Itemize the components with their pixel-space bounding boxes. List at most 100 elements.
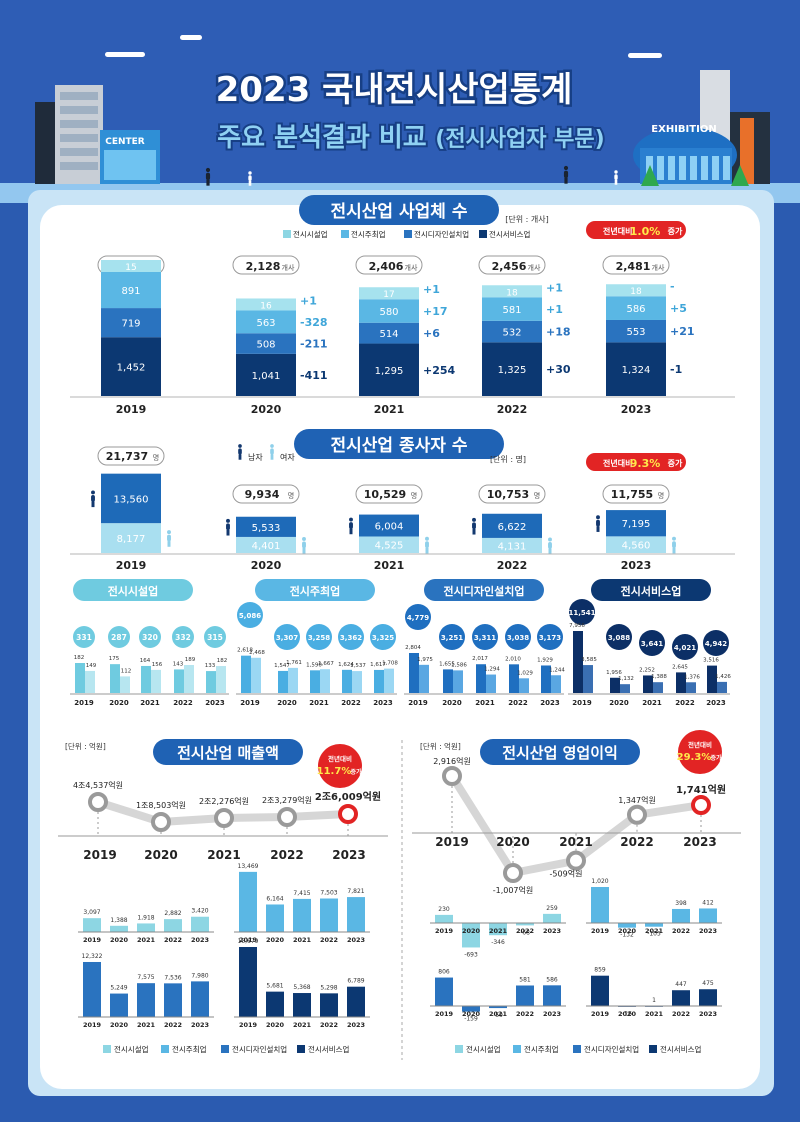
- male-icon-legs: [472, 528, 476, 535]
- sector-bubble: [439, 624, 465, 650]
- sales-facility-bar: [137, 923, 155, 932]
- profit-service-bar: [672, 990, 690, 1006]
- male-icon-body: [91, 494, 95, 502]
- legend-female: 여자: [280, 452, 295, 462]
- bar-label: 17: [383, 290, 394, 300]
- legend-label: 전시시설업: [293, 229, 328, 239]
- stack-bar: [606, 284, 666, 297]
- badge-post: 증가: [710, 754, 722, 762]
- legend-male: 남자: [248, 453, 263, 462]
- male-value: 1,547: [274, 663, 290, 669]
- year-label: 2020: [251, 403, 282, 416]
- profit-organizer-value: 1,020: [591, 878, 608, 885]
- profit-facility-value: -346: [491, 939, 505, 946]
- sector-bubble: [537, 624, 563, 650]
- point-label: 2조2,276억원: [199, 796, 249, 806]
- legend-male-icon-head: [238, 444, 242, 448]
- female-icon: [672, 536, 676, 554]
- male-icon-head: [226, 518, 230, 523]
- profit-design-value: -59: [493, 1012, 503, 1019]
- sales-design-value: 7,980: [191, 972, 208, 979]
- sector-bubble-value: 3,307: [276, 634, 298, 642]
- window: [668, 156, 675, 180]
- change-label: +5: [670, 302, 687, 315]
- male-bar: [643, 675, 653, 693]
- sales-design-bar: [110, 993, 128, 1017]
- legend-swatch: [573, 1045, 581, 1053]
- profit-organizer-value: -105: [647, 931, 661, 938]
- male-value: 2,645: [672, 664, 688, 670]
- male-bar: [141, 665, 151, 693]
- stack-bar: [359, 287, 419, 300]
- sales-design-value: 5,249: [110, 985, 127, 992]
- year-label: 2021: [309, 699, 329, 707]
- female-value: 1,708: [382, 661, 398, 667]
- growth-badge: [586, 453, 686, 471]
- total-value: 2,128: [246, 260, 281, 273]
- sector-bubble-value: 5,086: [239, 612, 261, 620]
- female-bar: [120, 676, 130, 693]
- sector-bubble-value: 287: [111, 633, 127, 642]
- year-label: 2022: [672, 927, 690, 935]
- female-label: 8,177: [117, 534, 146, 545]
- sales-service-bar: [239, 947, 257, 1017]
- female-icon: [548, 537, 552, 555]
- year-label: 2021: [137, 1021, 156, 1029]
- sales-facility-bar: [110, 925, 128, 932]
- sales-organizer-value: 6,164: [266, 895, 283, 902]
- sales-organizer-value: 7,503: [320, 890, 337, 897]
- section-title: 전시산업 영업이익: [502, 744, 618, 762]
- male-value: 2,252: [639, 667, 655, 673]
- sector-bubble: [237, 602, 263, 628]
- female-value: 1,132: [618, 676, 634, 682]
- female-value: 112: [121, 668, 132, 674]
- window: [657, 156, 664, 180]
- year-label: 2021: [475, 699, 495, 707]
- year-label: 2023: [699, 1010, 717, 1018]
- walking-person: [563, 165, 569, 184]
- female-value: 1,975: [417, 657, 433, 663]
- female-bar: [482, 537, 542, 553]
- female-icon-body: [425, 541, 429, 549]
- total-pill: [478, 484, 546, 504]
- sector-title-pill: [424, 579, 544, 601]
- male-value: 133: [205, 663, 216, 669]
- sales-design-value: 7,575: [137, 974, 154, 981]
- sales-organizer-bar: [266, 904, 284, 932]
- female-value: 1,244: [549, 667, 565, 673]
- data-point: [503, 863, 523, 883]
- profit-facility-value: 259: [546, 905, 558, 912]
- stack-bar: [482, 285, 542, 298]
- profit-design-bar: [516, 985, 534, 1006]
- change-label: +1: [546, 303, 563, 316]
- year-label: 2021: [293, 936, 312, 944]
- legend-swatch: [221, 1045, 229, 1053]
- sales-service-bar: [293, 993, 311, 1017]
- sales-facility-value: 1,918: [137, 914, 154, 921]
- male-bar: [509, 664, 519, 693]
- year-label: 2020: [110, 1021, 129, 1029]
- profit-service-bar: [699, 989, 717, 1006]
- data-point: [88, 792, 108, 812]
- year-label: 2022: [508, 699, 528, 707]
- legend-swatch: [455, 1045, 463, 1053]
- emp-title: 전시산업 종사자 수: [331, 436, 468, 456]
- male-bar: [707, 665, 717, 693]
- stack-bar: [606, 319, 666, 343]
- profit-facility-bar: [489, 923, 507, 936]
- profit-facility-bar: [543, 913, 561, 923]
- female-value: 149: [86, 663, 97, 669]
- profit-organizer-bar: [645, 923, 663, 927]
- legend-swatch: [297, 1045, 305, 1053]
- exhibition-sign-text: EXHIBITION: [651, 124, 716, 135]
- male-bar: [342, 669, 352, 693]
- sector-bubble: [108, 626, 130, 648]
- section-title: 전시산업 매출액: [177, 744, 279, 762]
- legend-label: 전시서비스업: [660, 1044, 701, 1054]
- window: [60, 148, 98, 156]
- sector-bubble-value: 3,173: [539, 634, 561, 642]
- female-bar: [236, 536, 296, 553]
- sector-bubble: [139, 626, 161, 648]
- profit-design-value: 581: [519, 976, 531, 983]
- sector-bubble: [505, 624, 531, 650]
